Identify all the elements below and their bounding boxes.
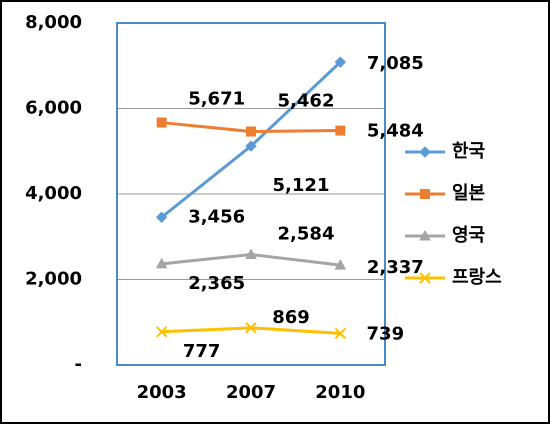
marker [156, 117, 167, 128]
data-label: 7,085 [367, 53, 424, 74]
marker [155, 326, 168, 338]
data-label: 777 [183, 341, 221, 362]
marker [334, 56, 347, 68]
legend-label: 영국 [452, 225, 485, 246]
marker [155, 211, 168, 223]
data-label: 5,484 [367, 121, 424, 142]
legend-label: 프랑스 [452, 267, 502, 288]
data-label: 3,456 [188, 206, 245, 227]
x-tick-label: 2003 [137, 382, 187, 403]
data-label: 5,121 [273, 175, 330, 196]
y-tick-label: 4,000 [25, 183, 82, 204]
marker [155, 257, 168, 269]
plot-border [116, 22, 386, 366]
data-label: 2,337 [367, 257, 424, 278]
legend-label: 한국 [452, 141, 485, 162]
data-label: 2,584 [278, 224, 335, 245]
data-label: 5,671 [188, 89, 245, 110]
marker [419, 146, 431, 158]
marker [246, 126, 256, 137]
data-label: 869 [272, 307, 310, 328]
y-tick-label: 6,000 [25, 98, 82, 119]
marker [335, 125, 346, 136]
data-label: 2,365 [188, 273, 245, 294]
data-label: 739 [367, 323, 405, 344]
y-tick-label: 8,000 [25, 12, 82, 33]
legend-label: 일본 [452, 183, 485, 204]
y-tick-label: - [75, 354, 82, 375]
data-label: 5,462 [278, 90, 335, 111]
x-tick-label: 2010 [315, 382, 365, 403]
y-tick-label: 2,000 [25, 269, 82, 290]
marker [334, 327, 347, 340]
marker [245, 322, 257, 334]
marker [334, 259, 347, 270]
marker [419, 272, 431, 284]
marker [419, 229, 431, 241]
marker [420, 189, 430, 199]
x-tick-label: 2007 [226, 382, 276, 403]
marker [245, 248, 257, 260]
marker [245, 140, 257, 152]
